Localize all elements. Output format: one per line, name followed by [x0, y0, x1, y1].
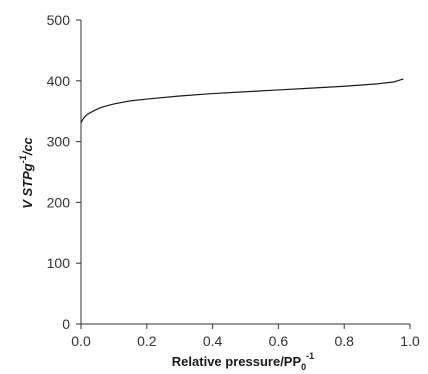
- x-axis-title: Relative pressure/PP0-1: [172, 351, 314, 372]
- y-tick-label: 200: [47, 194, 71, 210]
- y-axis-title-suffix: /cc: [20, 136, 35, 156]
- x-tick-label: 0.6: [269, 333, 289, 349]
- x-tick-label: 0.0: [71, 333, 91, 349]
- y-tick-label: 0: [62, 316, 70, 332]
- x-tick-label: 0.2: [137, 333, 157, 349]
- x-tick-label: 0.8: [334, 333, 354, 349]
- y-tick-label: 100: [47, 255, 71, 271]
- x-axis-title-superscript: -1: [306, 351, 314, 361]
- x-axis-title-subscript: 0: [301, 362, 306, 372]
- series-line: [80, 78, 404, 124]
- y-axis-title: V STPg-1/cc: [18, 136, 35, 208]
- x-axis-title-text: Relative pressure/PP: [172, 354, 302, 369]
- x-axis-ticks: 0.0 0.2 0.4 0.6 0.8 1.0: [71, 324, 420, 349]
- y-tick-label: 300: [47, 134, 71, 150]
- x-tick-label: 1.0: [400, 333, 420, 349]
- y-tick-label: 400: [47, 73, 71, 89]
- y-tick-label: 500: [47, 12, 71, 28]
- x-tick-label: 0.4: [203, 333, 223, 349]
- y-axis-title-superscript: -1: [18, 155, 28, 163]
- y-axis-ticks: 0 100 200 300 400 500: [47, 12, 81, 332]
- y-axis-title-text: V STPg: [20, 163, 35, 209]
